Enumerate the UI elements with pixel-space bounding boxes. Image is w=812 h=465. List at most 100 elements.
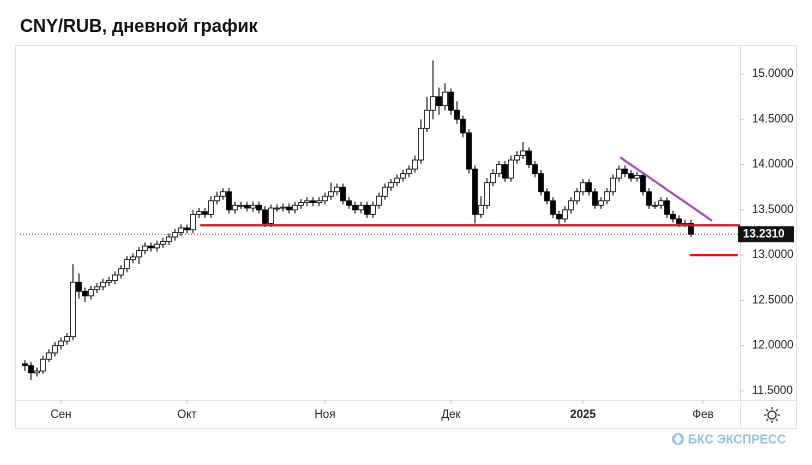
candle-body <box>220 191 226 197</box>
candle-body <box>124 259 130 270</box>
candle-body <box>430 96 436 111</box>
candle-body <box>604 191 610 202</box>
candle-body <box>274 207 280 210</box>
y-tick-label: 15.0000 <box>752 68 794 80</box>
candle-body <box>310 200 316 203</box>
candle-body <box>172 232 178 238</box>
frame <box>15 45 797 429</box>
y-tick-label: 12.5000 <box>752 294 794 306</box>
brand: БКС ЭКСПРЕСС <box>688 432 786 446</box>
candle-body <box>64 336 70 342</box>
candle-body <box>532 164 538 175</box>
candle-body <box>244 204 250 209</box>
candle-body <box>94 286 100 290</box>
candle-body <box>466 132 472 170</box>
candle-body <box>238 204 244 207</box>
x-tick-label: 2025 <box>570 409 596 421</box>
candle-body <box>538 173 544 193</box>
candle-body <box>166 236 172 242</box>
candle-body <box>406 168 412 175</box>
candle-body <box>112 274 118 281</box>
candle-body <box>592 191 598 206</box>
candle-body <box>412 159 418 170</box>
candle-body <box>202 211 208 215</box>
logo: БКС ЭКСПРЕСС <box>672 432 786 446</box>
candle-body <box>100 281 106 288</box>
candle-body <box>346 200 352 206</box>
candle-body <box>268 207 274 224</box>
candle-body <box>628 173 634 179</box>
candle-body <box>376 195 382 206</box>
candle-body <box>460 118 466 134</box>
candle-body <box>28 365 34 374</box>
y-tick-label: 11.5000 <box>752 385 793 397</box>
candle-body <box>142 245 148 251</box>
y-tick-label: 14.0000 <box>752 159 794 171</box>
candle-body <box>622 168 628 175</box>
candle-body <box>34 370 40 374</box>
candle-body <box>568 200 574 211</box>
candle-body <box>334 186 340 193</box>
candle-body <box>514 155 520 161</box>
candle-body <box>454 109 460 120</box>
candle-body <box>490 173 496 184</box>
settings-icon[interactable] <box>764 407 780 423</box>
candle-body <box>118 268 124 276</box>
candle-body <box>58 340 64 347</box>
candle-body <box>316 200 322 203</box>
candle-body <box>496 164 502 175</box>
candle-body <box>484 182 490 206</box>
candle-body <box>670 213 676 220</box>
candle-body <box>562 209 568 220</box>
candle-body <box>424 109 430 129</box>
candle-body <box>328 191 334 197</box>
candle-body <box>526 150 532 165</box>
candle-body <box>520 150 526 156</box>
candle-body <box>232 204 238 211</box>
candle-body <box>508 159 514 179</box>
candle-body <box>586 182 592 193</box>
candle-body <box>76 281 82 292</box>
candle-body <box>358 204 364 211</box>
candle-body <box>658 200 664 206</box>
candle-body <box>256 204 262 211</box>
candle-body <box>22 363 28 366</box>
candle-body <box>544 191 550 202</box>
candle-body <box>136 250 142 258</box>
y-tick-label: 13.5000 <box>752 204 794 216</box>
candle-body <box>436 96 442 107</box>
y-tick-label: 14.5000 <box>752 113 794 125</box>
candle-body <box>664 200 670 215</box>
chart-title: CNY/RUB, дневной график <box>20 16 259 36</box>
candle-body <box>502 164 508 179</box>
candle-body <box>616 168 622 179</box>
x-tick-label: Ноя <box>315 409 336 421</box>
candle-body <box>160 241 166 245</box>
x-tick-label: Дек <box>441 409 461 421</box>
x-tick-label: Сен <box>50 409 71 421</box>
candle-body <box>262 209 268 224</box>
candle-body <box>472 168 478 215</box>
candle-body <box>382 186 388 197</box>
candle-body <box>394 177 400 184</box>
candle-body <box>580 182 586 193</box>
candle-body <box>364 204 370 215</box>
x-tick-label: Фев <box>692 409 713 421</box>
candle-body <box>40 358 46 372</box>
x-tick-label: Окт <box>177 409 197 421</box>
candle-body <box>226 191 232 211</box>
candle-body <box>214 195 220 202</box>
candle-body <box>646 191 652 206</box>
candle-body <box>634 175 640 179</box>
candle-body <box>304 200 310 203</box>
candle-body <box>556 213 562 220</box>
candle-body <box>52 345 58 354</box>
annotation-line <box>619 156 713 222</box>
y-tick-label: 12.0000 <box>752 340 794 352</box>
candle-body <box>676 218 682 224</box>
candle-body <box>688 223 694 235</box>
candle-body <box>610 177 616 193</box>
candle-body <box>652 204 658 207</box>
candle-body <box>250 204 256 209</box>
